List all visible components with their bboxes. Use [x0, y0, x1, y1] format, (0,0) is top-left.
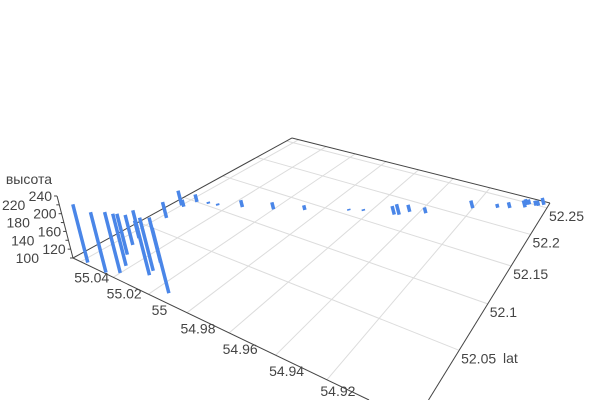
bar[interactable] [521, 200, 527, 208]
y-axis-line [428, 202, 551, 400]
bar[interactable] [88, 211, 108, 273]
z-tick-label: 120 [42, 241, 66, 257]
bar[interactable] [160, 201, 169, 219]
z-tick-label: 220 [2, 197, 26, 213]
grid-line-y [138, 221, 460, 351]
x-tick-label: 54.98 [180, 321, 215, 337]
y-tick-label: 52.25 [549, 208, 584, 224]
x-tick-label: 55.02 [107, 285, 142, 301]
y-tick-label: 52.1 [490, 304, 517, 320]
bar[interactable] [506, 201, 512, 209]
z-axis-line [56, 195, 74, 259]
grid-line-y [222, 175, 512, 267]
bar[interactable] [111, 213, 128, 267]
bar[interactable] [193, 194, 199, 203]
bar[interactable] [137, 217, 155, 272]
bar[interactable] [469, 200, 475, 209]
z-tick-label: 200 [33, 206, 57, 222]
bars [71, 190, 546, 294]
bar[interactable] [131, 209, 152, 276]
z-tick-label: 240 [29, 188, 53, 204]
grid-line-y [183, 196, 488, 305]
bar[interactable] [406, 204, 412, 213]
x-tick-label: 55 [152, 302, 168, 318]
bar[interactable] [270, 201, 276, 210]
z-axis-title: высота [6, 171, 52, 187]
bar[interactable] [535, 200, 541, 207]
y-tick-label: 52.2 [533, 234, 560, 250]
x-tick-label: 54.92 [320, 383, 355, 399]
bar[interactable] [390, 205, 396, 216]
bar[interactable] [238, 199, 245, 208]
z-tick-label: 140 [11, 232, 35, 248]
bar[interactable] [71, 203, 90, 264]
grid-line-x [148, 153, 356, 295]
x-tick-label: 54.94 [269, 363, 304, 379]
bar[interactable] [123, 214, 135, 246]
axis-lines [54, 137, 551, 400]
bar[interactable] [523, 198, 529, 206]
bar[interactable] [302, 204, 307, 211]
y-tick-label: 52.15 [513, 266, 548, 282]
z-tick-label: 160 [38, 223, 62, 239]
back-edge-line [291, 137, 551, 204]
x-tick-label: 54.96 [223, 341, 258, 357]
bar[interactable] [533, 200, 538, 207]
bar[interactable] [495, 203, 500, 209]
bar[interactable] [526, 199, 532, 205]
bar[interactable] [115, 213, 130, 256]
x-tick-label: 55.04 [74, 270, 109, 286]
y-tick-label: 52.05 [461, 350, 496, 366]
z-tick-label: 100 [16, 250, 40, 266]
bar[interactable] [102, 211, 122, 274]
y-axis-title: lat [503, 350, 518, 366]
x-axis-line [72, 257, 370, 400]
grid-line-x [228, 169, 419, 334]
grid-line-x [80, 139, 299, 263]
bar[interactable] [394, 203, 401, 216]
z-tick-label: 180 [7, 215, 31, 231]
grid-line-x [186, 161, 387, 314]
bar[interactable] [150, 227, 171, 294]
bar[interactable] [540, 197, 546, 206]
bar[interactable] [422, 206, 428, 214]
bar[interactable] [180, 199, 186, 208]
grid-line-x [326, 187, 491, 381]
grid-line-y [286, 140, 548, 209]
grid-line-y [256, 156, 531, 235]
